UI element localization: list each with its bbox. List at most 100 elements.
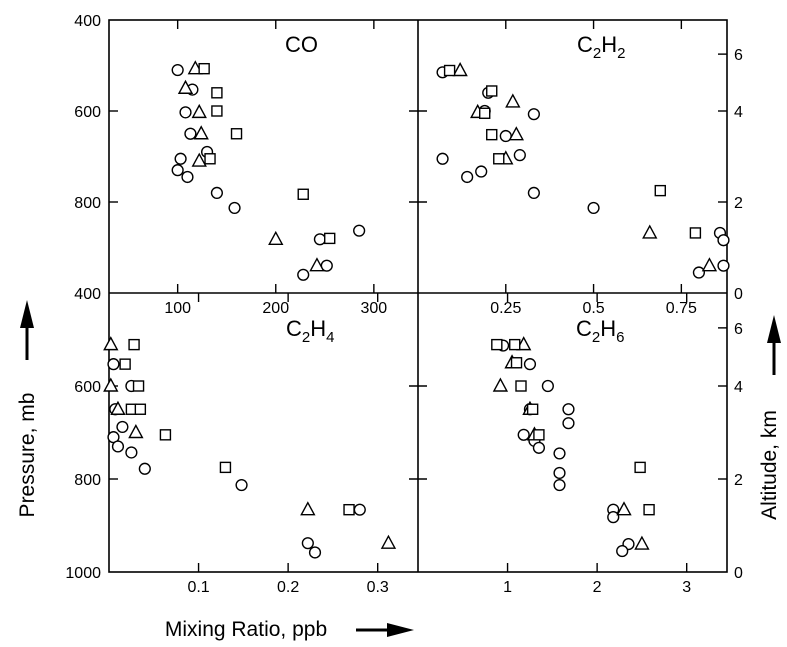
panel-c2h6 (491, 336, 655, 558)
marker-circle (297, 268, 310, 281)
marker-square (324, 232, 336, 245)
marker-square (491, 338, 503, 351)
x-tick-label: 0.25 (490, 300, 521, 317)
marker-square (132, 380, 145, 392)
marker-square (119, 358, 131, 370)
marker-square (643, 503, 655, 516)
marker-circle (513, 149, 526, 162)
y2-tick-label: 6 (734, 47, 743, 64)
marker-triangle (191, 152, 207, 167)
marker-square (211, 87, 223, 99)
panel-label-c2h6: C2H6 (576, 316, 624, 346)
marker-square (689, 227, 702, 239)
marker-triangle (193, 125, 209, 140)
marker-triangle (103, 377, 119, 392)
marker-square (343, 503, 355, 516)
x-tick-label: 3 (682, 579, 691, 596)
marker-circle (353, 503, 366, 516)
marker-square (486, 85, 498, 97)
marker-square (533, 429, 545, 441)
marker-triangle (516, 336, 532, 351)
x-tick-label: 0.75 (666, 300, 697, 317)
marker-circle (553, 478, 566, 492)
marker-circle (171, 164, 184, 177)
marker-circle (692, 266, 706, 279)
marker-circle (717, 259, 730, 272)
x-axis-arrow (356, 623, 414, 637)
x-tick-label: 0.2 (277, 579, 299, 596)
marker-triangle (309, 257, 325, 272)
y-tick-label: 1000 (65, 565, 101, 582)
marker-triangle (634, 535, 650, 550)
marker-circle (553, 447, 566, 460)
marker-square (297, 188, 309, 200)
marker-triangle (380, 534, 397, 549)
marker-circle (562, 417, 575, 430)
marker-square (509, 338, 521, 351)
marker-circle (171, 63, 184, 77)
marker-square (515, 380, 527, 392)
marker-circle (181, 170, 194, 184)
marker-circle (235, 478, 248, 492)
marker-circle (475, 165, 488, 178)
marker-circle (587, 201, 600, 215)
marker-square (443, 64, 456, 77)
data-markers (103, 60, 730, 559)
marker-triangle (110, 400, 126, 415)
marker-circle (138, 462, 151, 475)
panel-c2h2 (436, 62, 730, 279)
marker-square (634, 461, 646, 474)
marker-square (134, 403, 147, 415)
y2-tick-label: 2 (734, 195, 743, 212)
panel-label-c2h2: C2H2 (577, 32, 625, 62)
x-tick-label: 200 (262, 300, 289, 317)
marker-square (230, 128, 243, 140)
marker-triangle (452, 62, 468, 77)
marker-square (211, 105, 223, 117)
marker-triangle (505, 93, 521, 108)
y-tick-label: 800 (74, 472, 101, 489)
marker-square (128, 338, 140, 351)
y-tick-label: 800 (74, 195, 101, 212)
marker-triangle (191, 103, 207, 119)
y-axis-title: Pressure, mb (16, 393, 39, 518)
panel-frames (108, 19, 728, 573)
axis-ticks (109, 20, 727, 572)
marker-circle (717, 234, 730, 247)
y2-tick-label: 6 (734, 321, 743, 338)
marker-square (486, 128, 498, 141)
marker-circle (541, 379, 554, 393)
y2-tick-label: 4 (734, 104, 743, 121)
marker-circle (308, 546, 322, 559)
marker-circle (184, 127, 197, 140)
marker-circle (523, 358, 537, 371)
marker-square (526, 403, 539, 415)
panel-label-c2h4: C2H4 (286, 316, 334, 346)
marker-triangle (300, 501, 316, 516)
y2-axis-title: Altitude, km (758, 410, 781, 520)
y-tick-label: 400 (74, 13, 101, 30)
marker-square (479, 107, 491, 119)
marker-circle (179, 106, 192, 119)
marker-circle (210, 186, 224, 200)
y-tick-label: 600 (74, 379, 101, 396)
marker-circle (116, 420, 129, 434)
y2-tick-label: 0 (734, 565, 743, 582)
x-tick-label: 0.1 (187, 579, 209, 596)
marker-triangle (701, 257, 718, 272)
marker-circle (174, 152, 187, 165)
x-tick-label: 0.5 (582, 300, 604, 317)
x-tick-label: 100 (164, 300, 191, 317)
marker-circle (527, 186, 540, 200)
x-tick-label: 2 (593, 579, 602, 596)
marker-circle (562, 403, 575, 416)
marker-circle (517, 428, 530, 441)
marker-circle (527, 108, 540, 121)
marker-square (654, 184, 666, 197)
marker-triangle (177, 79, 194, 94)
marker-circle (228, 201, 241, 215)
marker-circle (607, 511, 620, 524)
marker-triangle (508, 126, 524, 141)
marker-circle (461, 170, 474, 184)
x-tick-label: 300 (361, 300, 388, 317)
